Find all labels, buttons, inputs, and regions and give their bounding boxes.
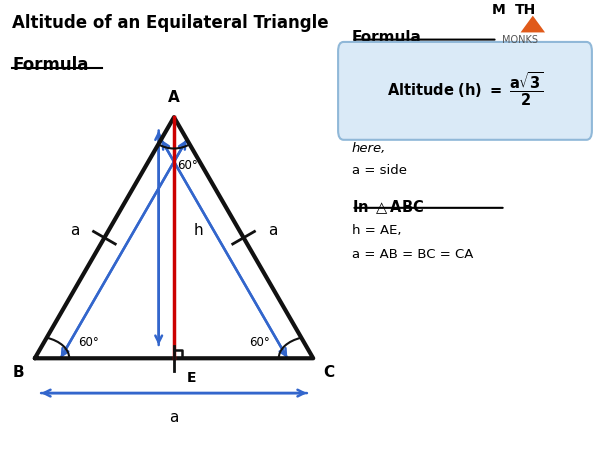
- Text: In $\triangle$ABC: In $\triangle$ABC: [352, 198, 424, 216]
- Text: 60°: 60°: [177, 159, 197, 172]
- Text: a: a: [169, 411, 179, 425]
- Text: M: M: [492, 3, 506, 17]
- Polygon shape: [521, 16, 545, 33]
- Text: B: B: [13, 365, 25, 380]
- Text: 60°: 60°: [78, 336, 99, 350]
- Text: Formula: Formula: [352, 30, 421, 45]
- Text: h: h: [193, 223, 203, 238]
- Text: a: a: [268, 223, 278, 238]
- Text: a = side: a = side: [352, 164, 407, 177]
- Text: TH: TH: [514, 3, 536, 17]
- Text: MONKS: MONKS: [502, 34, 538, 45]
- Text: 60°: 60°: [249, 336, 270, 350]
- Text: a: a: [70, 223, 80, 238]
- Text: h = AE,: h = AE,: [352, 224, 401, 237]
- Text: C: C: [323, 365, 335, 380]
- Text: $\mathbf{Altitude\ (h)\ =\ \dfrac{a\sqrt{3}}{2}}$: $\mathbf{Altitude\ (h)\ =\ \dfrac{a\sqrt…: [386, 71, 544, 108]
- Text: Formula: Formula: [12, 56, 88, 74]
- Text: Altitude of an Equilateral Triangle: Altitude of an Equilateral Triangle: [12, 14, 329, 32]
- Text: a = AB = BC = CA: a = AB = BC = CA: [352, 248, 473, 261]
- Text: E: E: [187, 371, 196, 385]
- Text: here,: here,: [352, 142, 386, 155]
- FancyBboxPatch shape: [338, 42, 592, 140]
- Text: A: A: [168, 89, 180, 105]
